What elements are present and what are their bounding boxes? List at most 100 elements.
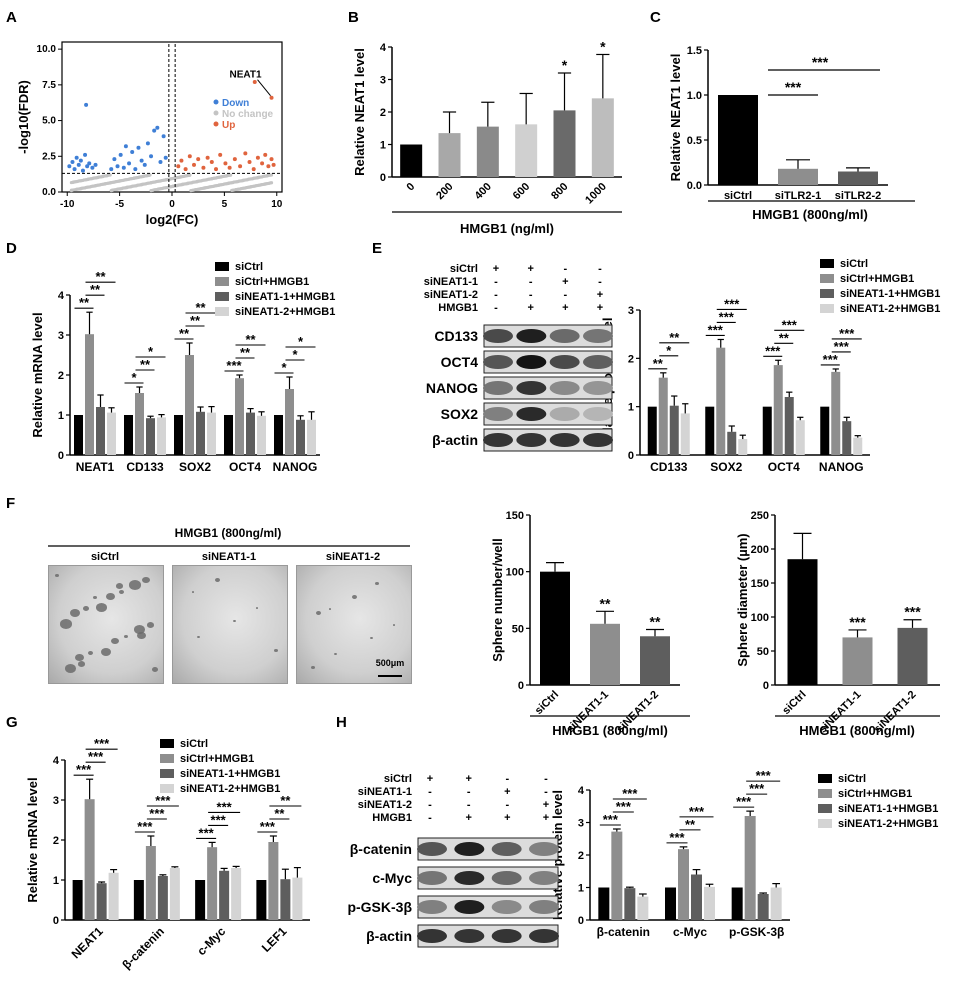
point-nochange xyxy=(259,183,263,187)
bar xyxy=(174,415,183,455)
legend-g-swatch xyxy=(160,784,174,793)
bar xyxy=(84,799,95,920)
point-nochange xyxy=(261,174,265,179)
point-nochange xyxy=(169,177,173,181)
blot-h-cond-mark: + xyxy=(543,799,549,811)
blot-h-band xyxy=(417,900,447,914)
chart-G-ytick-label: 4 xyxy=(53,755,60,767)
point-down xyxy=(161,134,166,139)
bar xyxy=(770,887,782,920)
blot-h-cond-mark: - xyxy=(428,812,432,824)
point-nochange xyxy=(268,181,273,185)
sig-mark: * xyxy=(562,57,568,73)
sphere xyxy=(119,590,124,594)
sphere xyxy=(70,609,80,617)
bar xyxy=(705,406,715,455)
chart-F1-ytick-label: 150 xyxy=(506,510,524,522)
xtick-label: 0 xyxy=(169,199,175,210)
category-label: NANOG xyxy=(819,460,864,474)
chart-D-ylabel: Relative mRNA level xyxy=(30,312,45,437)
point-nochange xyxy=(137,175,142,179)
point-down xyxy=(112,157,117,162)
sig-mark: ** xyxy=(95,269,106,284)
sig-mark: *** xyxy=(669,830,685,845)
point-nochange xyxy=(164,178,168,182)
sig-mark: *** xyxy=(839,326,855,341)
point-down xyxy=(123,144,128,149)
blot-h-band-label: β-catenin xyxy=(350,841,412,857)
legend-label: No change xyxy=(222,109,274,120)
point-nochange xyxy=(241,178,245,182)
point-down xyxy=(127,161,132,166)
bar xyxy=(553,110,576,177)
sig-mark: *** xyxy=(736,794,752,809)
sig-mark: *** xyxy=(155,793,171,808)
point-nochange xyxy=(82,178,86,182)
sig-mark: *** xyxy=(616,799,632,814)
blot-e-band xyxy=(583,407,613,421)
point-nochange xyxy=(115,187,120,191)
point-nochange xyxy=(91,176,96,180)
category-label: 200 xyxy=(434,181,455,202)
point-up xyxy=(218,152,223,157)
chart-B-ytick-label: 3 xyxy=(380,75,386,87)
point-down xyxy=(84,102,89,107)
blot-h-cond-mark: + xyxy=(504,812,510,824)
legend-d-swatch xyxy=(215,262,229,271)
bar xyxy=(757,894,769,920)
sphere xyxy=(197,636,200,639)
xtick-label: 5 xyxy=(222,199,228,210)
point-nochange xyxy=(101,174,105,178)
category-label: 1000 xyxy=(583,181,609,207)
blot-h-band xyxy=(529,842,559,856)
point-down xyxy=(70,160,75,164)
bar xyxy=(665,887,676,920)
point-up xyxy=(269,95,274,100)
point-up xyxy=(179,158,184,163)
bar xyxy=(795,420,805,455)
chart-F2-ytick-label: 200 xyxy=(751,544,769,556)
legend-d-swatch xyxy=(215,277,229,286)
blot-e-cond-mark: + xyxy=(597,302,603,314)
legend-label: Down xyxy=(222,98,249,109)
blot-h-band xyxy=(491,929,522,943)
bar xyxy=(787,559,818,685)
bar xyxy=(285,389,294,455)
blot-e-band xyxy=(516,381,547,395)
point-nochange xyxy=(149,188,153,193)
point-nochange xyxy=(71,180,76,184)
bar xyxy=(727,431,737,455)
blot-h-band xyxy=(529,929,559,943)
bar xyxy=(611,831,623,920)
bar xyxy=(778,168,818,185)
chart-D-ytick-label: 0 xyxy=(58,450,64,462)
bar xyxy=(669,405,679,455)
point-nochange xyxy=(193,188,197,192)
bar xyxy=(647,406,657,455)
bar xyxy=(292,877,303,920)
point-nochange xyxy=(75,187,79,191)
point-up xyxy=(251,167,256,172)
point-nochange xyxy=(103,182,107,186)
point-nochange xyxy=(186,181,190,185)
sig-mark: *** xyxy=(88,749,104,764)
blot-e-band-label: OCT4 xyxy=(441,354,479,370)
chart-E-ytick-label: 2 xyxy=(628,353,634,365)
bar xyxy=(196,411,205,455)
sig-mark: *** xyxy=(199,825,215,840)
blot-e-cond-mark: - xyxy=(598,276,602,288)
point-up xyxy=(243,151,248,156)
point-nochange xyxy=(246,177,251,181)
blot-e-cond-mark: - xyxy=(494,302,498,314)
sphere xyxy=(83,606,89,611)
point-nochange xyxy=(234,187,238,192)
legend-h-label: siCtrl xyxy=(838,773,866,785)
micrograph-sineat1-1 xyxy=(172,565,288,684)
point-nochange xyxy=(252,176,256,180)
blot-h-band xyxy=(491,900,522,914)
point-nochange xyxy=(224,174,229,178)
legend-g-label: siNEAT1-1+HMGB1 xyxy=(180,768,280,780)
point-down xyxy=(121,165,126,170)
sphere xyxy=(142,577,150,584)
